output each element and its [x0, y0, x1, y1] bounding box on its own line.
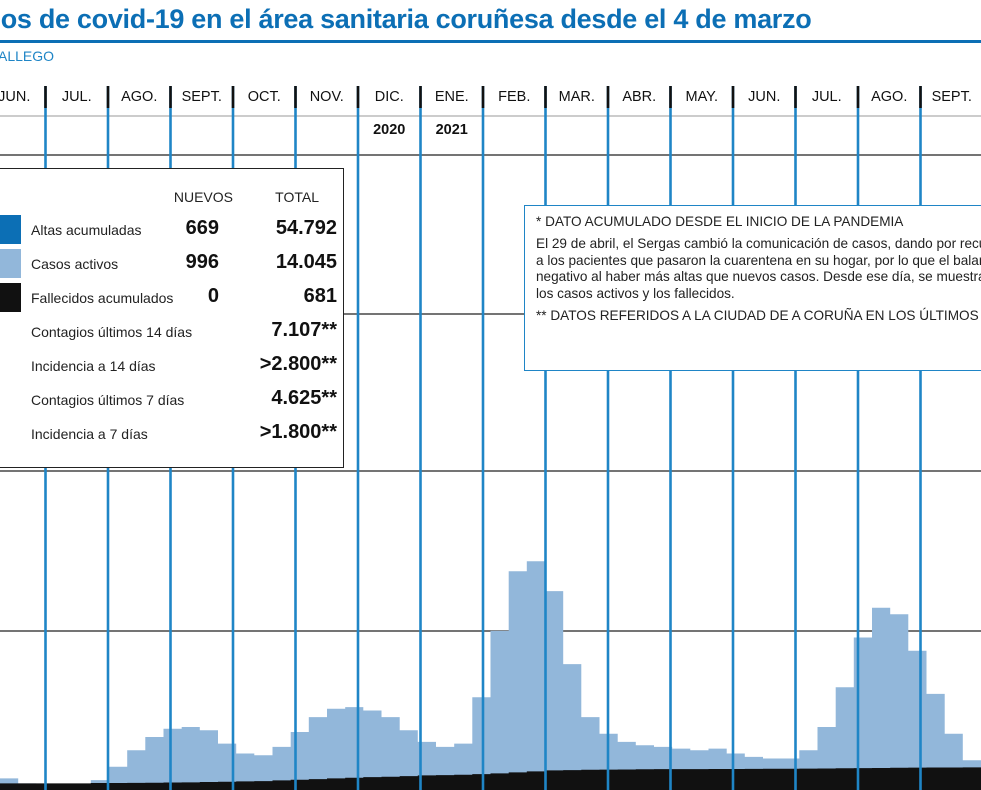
title-rule — [0, 40, 981, 43]
notes-footer: ** DATOS REFERIDOS A LA CIUDAD DE A CORU… — [536, 308, 981, 323]
legend-total-value: >2.800** — [259, 353, 337, 375]
legend-new-value: 669 — [185, 217, 219, 239]
legend-new-value: 0 — [207, 285, 219, 307]
activos-swatch — [0, 249, 21, 278]
legend-new-value: 996 — [185, 251, 219, 273]
legend-row-activos: Casos activos 996 14.045 — [0, 247, 343, 281]
month-label: SEPT. — [182, 89, 222, 105]
legend-total-value: 681 — [303, 285, 337, 307]
legend-row-contagios-7: Contagios últimos 7 días 4.625** — [0, 383, 343, 417]
month-label: NOV. — [310, 89, 344, 105]
legend-total-value: >1.800** — [259, 421, 337, 443]
legend-label: Casos activos — [31, 256, 119, 272]
month-label: MAR. — [559, 89, 595, 105]
notes-line: negativo al haber más altas que nuevos c… — [536, 269, 981, 284]
legend-col-new: NUEVOS — [173, 189, 233, 205]
legend-label: Contagios últimos 14 días — [31, 324, 193, 340]
month-label: MAY. — [685, 89, 718, 105]
legend-row-incidencia-14: Incidencia a 14 días >2.800** — [0, 349, 343, 383]
month-label: FEB. — [498, 89, 530, 105]
month-label: OCT. — [248, 89, 281, 105]
month-label: JUL. — [62, 89, 92, 105]
legend-label: Altas acumuladas — [31, 222, 142, 238]
month-labels: JUN. JUL. AGO. SEPT. OCT. NOV. DIC. ENE. FEB. MAR… — [0, 89, 972, 105]
year-label: 2021 — [436, 122, 468, 138]
month-label: DIC. — [375, 89, 404, 105]
notes-box: * DATO ACUMULADO DESDE EL INICIO DE LA P… — [524, 205, 981, 371]
notes-line: los casos activos y los fallecidos. — [536, 285, 735, 301]
year-label: 2020 — [373, 122, 405, 138]
legend-total-value: 14.045 — [275, 251, 337, 273]
month-label: AGO. — [871, 89, 907, 105]
legend-label: Fallecidos acumulados — [31, 290, 174, 306]
legend-label: Contagios últimos 7 días — [31, 392, 185, 408]
month-label: SEPT. — [932, 89, 972, 105]
activos-area — [0, 561, 981, 790]
data-areas — [0, 561, 981, 790]
month-label: AGO. — [121, 89, 157, 105]
notes-heading: * DATO ACUMULADO DESDE EL INICIO DE LA P… — [536, 214, 904, 229]
year-labels: 2020 2021 — [373, 122, 468, 138]
legend-total-value: 4.625** — [271, 387, 337, 409]
legend-box: NUEVOS TOTAL Altas acumuladas 669 54.792… — [0, 168, 344, 468]
legend-label: Incidencia a 14 días — [31, 358, 156, 374]
legend-row-fallecidos: Fallecidos acumulados 0 681 — [0, 281, 343, 315]
chart-title: sos de covid-19 en el área sanitaria cor… — [0, 4, 812, 34]
legend-total-value: 7.107** — [271, 319, 337, 341]
source-label: ALLEGO — [0, 48, 55, 64]
notes-line: El 29 de abril, el Sergas cambió la comu… — [536, 236, 981, 251]
fallecidos-swatch — [0, 283, 21, 312]
legend-col-total: TOTAL — [275, 189, 319, 205]
legend-total-value: 54.792 — [275, 217, 337, 239]
month-label: JUN. — [0, 89, 30, 105]
legend-label: Incidencia a 7 días — [31, 426, 148, 442]
legend-row-incidencia-7: Incidencia a 7 días >1.800** — [0, 417, 343, 451]
month-label: ENE. — [435, 89, 469, 105]
fallecidos-area — [0, 767, 981, 790]
month-label: ABR. — [622, 89, 656, 105]
altas-swatch — [0, 215, 21, 244]
month-label: JUN. — [748, 89, 780, 105]
legend-row-contagios-14: Contagios últimos 14 días 7.107** — [0, 315, 343, 349]
legend-row-altas: Altas acumuladas 669 54.792 — [0, 213, 343, 247]
month-label: JUL. — [812, 89, 842, 105]
notes-line: a los pacientes que pasaron la cuarenten… — [536, 252, 981, 268]
